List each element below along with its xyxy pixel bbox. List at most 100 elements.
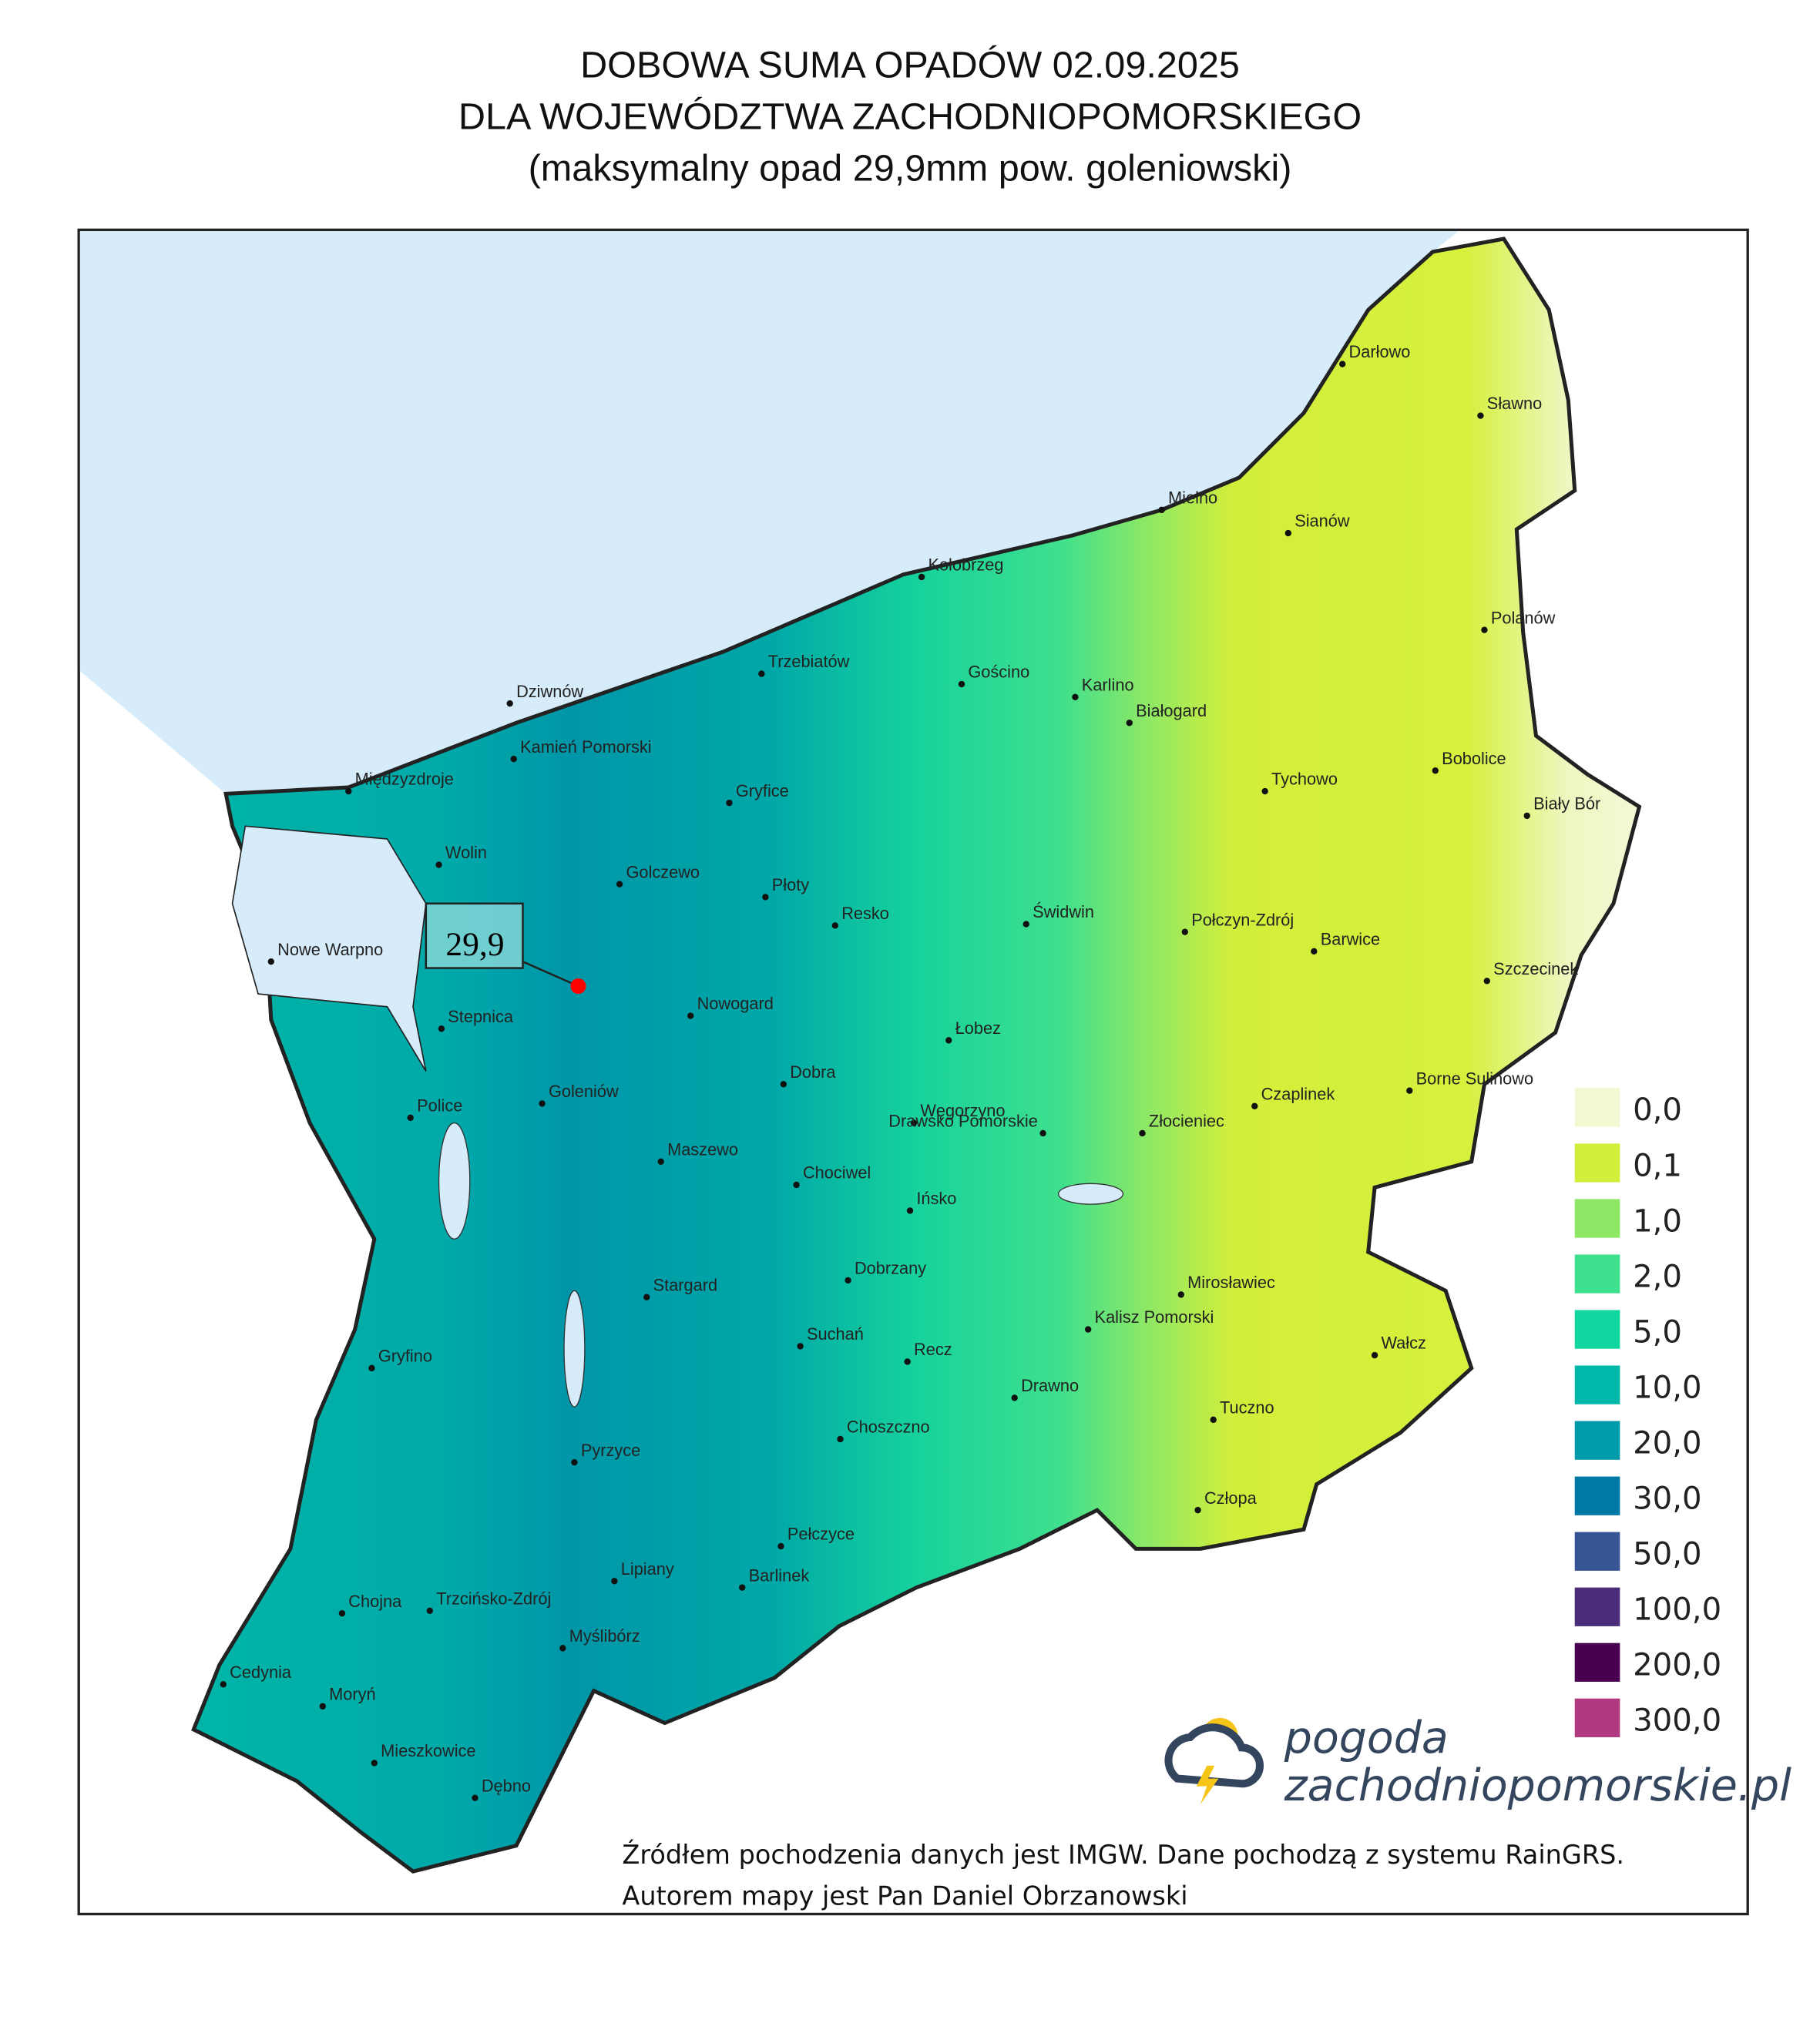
city-dot xyxy=(539,1100,546,1107)
city-label: Cedynia xyxy=(230,1663,292,1682)
city-label: Bobolice xyxy=(1442,749,1506,768)
city-label: Stepnica xyxy=(448,1007,514,1026)
city-dot xyxy=(371,1760,378,1767)
legend-swatch xyxy=(1574,1365,1620,1404)
city-label: Golczewo xyxy=(626,862,700,881)
legend-label: 50,0 xyxy=(1633,1536,1701,1572)
title-line: (maksymalny opad 29,9mm pow. goleniowski… xyxy=(529,148,1292,190)
city-label: Świdwin xyxy=(1033,902,1094,921)
city-dot xyxy=(1210,1416,1217,1424)
city-dot xyxy=(1251,1102,1258,1109)
city-label: Borne Sulinowo xyxy=(1416,1069,1533,1088)
city-dot xyxy=(1406,1087,1413,1094)
city-label: Połczyn-Zdrój xyxy=(1191,910,1294,929)
city-dot xyxy=(407,1114,414,1122)
lake xyxy=(1057,1183,1124,1205)
city-dot xyxy=(758,670,765,677)
city-dot xyxy=(904,1358,911,1365)
city-dot xyxy=(845,1277,851,1284)
city-dot xyxy=(837,1435,844,1443)
city-dot xyxy=(726,799,733,807)
legend-swatch xyxy=(1574,1532,1620,1571)
legend-swatch xyxy=(1574,1199,1620,1238)
legend-label: 2,0 xyxy=(1633,1259,1682,1294)
city-dot xyxy=(1139,1129,1146,1137)
city-dot xyxy=(510,755,517,763)
city-label: Nowe Warpno xyxy=(277,940,383,959)
city-label: Kamień Pomorski xyxy=(520,737,652,757)
city-dot xyxy=(611,1578,618,1585)
city-label: Kalisz Pomorski xyxy=(1095,1307,1214,1327)
city-label: Szczecinek xyxy=(1493,959,1578,978)
city-dot xyxy=(1194,1506,1201,1514)
city-dot xyxy=(435,861,442,868)
city-label: Barlinek xyxy=(749,1565,810,1585)
city-label: Człopa xyxy=(1204,1488,1258,1508)
city-label: Moryń xyxy=(329,1684,375,1703)
city-label: Myślibórz xyxy=(569,1626,640,1646)
city-label: Węgorzyno xyxy=(920,1101,1005,1120)
city-dot xyxy=(1371,1351,1378,1359)
city-dot xyxy=(438,1025,445,1032)
city-dot xyxy=(506,700,513,707)
city-label: Trzcińsko-Zdrój xyxy=(436,1589,551,1608)
city-label: Polanów xyxy=(1491,608,1556,627)
city-dot xyxy=(797,1343,804,1350)
city-label: Dobrzany xyxy=(855,1259,926,1278)
city-label: Kołobrzeg xyxy=(928,555,1003,575)
city-label: Pełczyce xyxy=(787,1525,855,1544)
city-dot xyxy=(267,958,274,965)
city-dot xyxy=(687,1012,694,1019)
city-dot xyxy=(958,680,965,688)
city-dot xyxy=(906,1207,914,1214)
logo-text: zachodniopomorskie.pl xyxy=(1284,1760,1791,1811)
city-label: Złocieniec xyxy=(1149,1112,1224,1131)
legend-label: 300,0 xyxy=(1633,1703,1721,1739)
city-label: Lipiany xyxy=(621,1559,674,1579)
city-label: Darłowo xyxy=(1349,342,1411,361)
city-dot xyxy=(1039,1129,1046,1137)
city-label: Karlino xyxy=(1082,675,1134,694)
legend-label: 0,0 xyxy=(1633,1092,1682,1128)
city-label: Mielno xyxy=(1168,488,1217,507)
city-dot xyxy=(762,894,769,901)
city-label: Międzyzdroje xyxy=(355,770,454,789)
city-dot xyxy=(1084,1326,1092,1333)
legend-swatch xyxy=(1574,1088,1620,1127)
annotation-leader xyxy=(522,961,579,988)
title-line: DLA WOJEWÓDZTWA ZACHODNIOPOMORSKIEGO xyxy=(458,96,1362,138)
city-dot xyxy=(918,573,925,581)
city-label: Sianów xyxy=(1294,512,1350,531)
city-label: Mirosławiec xyxy=(1187,1273,1275,1292)
city-label: Gryfino xyxy=(378,1346,432,1365)
city-label: Płoty xyxy=(772,875,810,894)
city-label: Maszewo xyxy=(667,1139,738,1159)
legend-label: 200,0 xyxy=(1633,1648,1721,1683)
city-dot xyxy=(1181,928,1189,935)
city-dot xyxy=(643,1294,650,1300)
city-label: Mieszkowice xyxy=(381,1741,475,1760)
city-label: Łobez xyxy=(955,1018,1001,1038)
city-label: Chociwel xyxy=(803,1163,871,1183)
city-dot xyxy=(319,1703,326,1710)
city-dot xyxy=(472,1794,479,1801)
city-dot xyxy=(910,1119,918,1126)
city-label: Resko xyxy=(841,904,889,923)
city-dot xyxy=(1261,787,1268,795)
city-label: Nowogard xyxy=(697,994,774,1013)
legend-label: 0,1 xyxy=(1633,1148,1682,1183)
city-dot xyxy=(780,1081,787,1088)
annotation-label: 29,9 xyxy=(445,926,504,963)
city-dot xyxy=(1483,978,1490,985)
city-dot xyxy=(1177,1291,1184,1298)
city-dot xyxy=(1022,921,1029,928)
city-label: Goleniów xyxy=(549,1082,619,1101)
city-label: Choszczno xyxy=(847,1418,930,1437)
city-dot xyxy=(1477,412,1484,419)
city-dot xyxy=(368,1364,375,1372)
city-label: Pyrzyce xyxy=(581,1441,640,1460)
city-dot xyxy=(1481,626,1488,633)
legend-swatch xyxy=(1574,1143,1620,1183)
max-annotation: 29,9 xyxy=(425,902,586,995)
footer-text: Źródłem pochodzenia danych jest IMGW. Da… xyxy=(622,1839,1624,1870)
